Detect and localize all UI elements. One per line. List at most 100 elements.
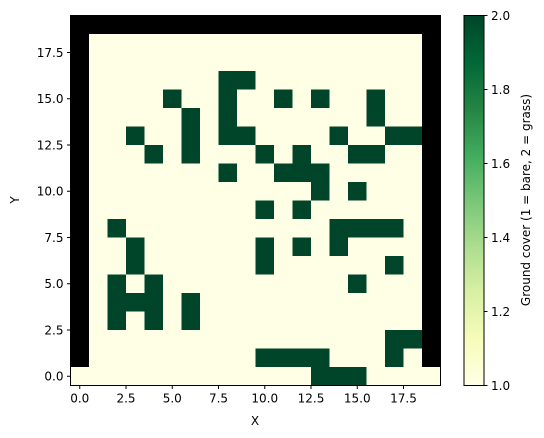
heatmap-cell [385,219,404,238]
heatmap-cell [385,163,404,183]
heatmap-cell [311,330,330,349]
heatmap-cell [422,219,441,238]
heatmap-cell [403,126,423,146]
heatmap-cell [163,330,182,349]
heatmap-cell [89,126,108,146]
heatmap-cell [107,145,127,164]
heatmap-cell [181,145,201,164]
heatmap-cell [181,330,201,349]
heatmap-cells [70,15,441,386]
heatmap-cell [366,293,386,312]
heatmap-cell [329,256,349,275]
heatmap-cell [274,219,293,238]
x-tick-label: 0.0 [70,392,89,406]
x-tick-label: 7.5 [209,392,228,406]
x-tick-label: 17.5 [390,392,417,406]
heatmap-cell [144,200,164,220]
heatmap-cell [163,256,182,275]
heatmap-cell [144,71,164,90]
y-axis-label: Y [8,196,22,205]
heatmap-cell [218,348,238,368]
heatmap-cell [329,163,349,183]
heatmap-cell [126,108,145,127]
heatmap-cell [218,330,238,349]
heatmap-cell [403,311,423,331]
heatmap-cell [422,330,441,349]
heatmap-cell [200,293,219,312]
heatmap-cell [348,145,367,164]
heatmap-cell [181,256,201,275]
heatmap-cell [385,311,404,331]
heatmap-cell [292,367,312,386]
heatmap-cell [200,256,219,275]
heatmap-cell [385,89,404,109]
heatmap-cell [89,163,108,183]
heatmap-cell [144,311,164,331]
heatmap-cell [329,293,349,312]
heatmap-cell [329,34,349,53]
heatmap-cell [126,89,145,109]
heatmap-cell [422,293,441,312]
heatmap-cell [163,182,182,201]
heatmap-cell [218,145,238,164]
heatmap-cell [274,71,293,90]
heatmap-cell [385,126,404,146]
heatmap-cell [237,293,256,312]
heatmap-cell [107,15,127,35]
heatmap-cell [107,108,127,127]
heatmap-cell [144,182,164,201]
heatmap-cell [311,200,330,220]
heatmap-cell [200,330,219,349]
heatmap-cell [107,200,127,220]
heatmap-cell [144,52,164,72]
heatmap-cell [274,163,293,183]
heatmap-cell [70,182,90,201]
heatmap-cell [181,15,201,35]
heatmap-cell [348,348,367,368]
heatmap-cell [385,34,404,53]
heatmap-cell [255,15,275,35]
heatmap-cell [89,182,108,201]
heatmap-cell [311,182,330,201]
heatmap-cell [292,89,312,109]
colorbar-tick-label: 1.0 [491,379,510,393]
heatmap-cell [385,145,404,164]
heatmap-cell [70,367,90,386]
heatmap-cell [237,219,256,238]
heatmap-cell [311,108,330,127]
heatmap-cell [292,293,312,312]
heatmap-cell [255,52,275,72]
heatmap-cell [144,256,164,275]
heatmap-cell [348,367,367,386]
heatmap-cell [348,34,367,53]
heatmap-cell [422,34,441,53]
x-tick-label: 2.5 [116,392,135,406]
heatmap-cell [89,15,108,35]
heatmap-cell [181,219,201,238]
y-tick-label: 12.5 [37,138,64,152]
heatmap-cell [292,126,312,146]
heatmap-cell [311,348,330,368]
y-tick-label: 5.0 [44,277,63,291]
heatmap-cell [422,71,441,90]
heatmap-cell [218,293,238,312]
heatmap-cell [218,311,238,331]
heatmap-cell [422,108,441,127]
heatmap-cell [403,293,423,312]
heatmap-cell [311,311,330,331]
heatmap-cell [218,126,238,146]
heatmap-cell [274,348,293,368]
heatmap-cell [255,311,275,331]
heatmap-cell [292,108,312,127]
heatmap-cell [255,219,275,238]
heatmap-cell [329,126,349,146]
heatmap-cell [163,219,182,238]
heatmap-cell [237,126,256,146]
heatmap-cell [181,108,201,127]
heatmap-cell [255,200,275,220]
heatmap-cell [329,311,349,331]
heatmap-cell [292,274,312,294]
heatmap-cell [422,126,441,146]
heatmap-cell [181,274,201,294]
heatmap-cell [144,237,164,257]
